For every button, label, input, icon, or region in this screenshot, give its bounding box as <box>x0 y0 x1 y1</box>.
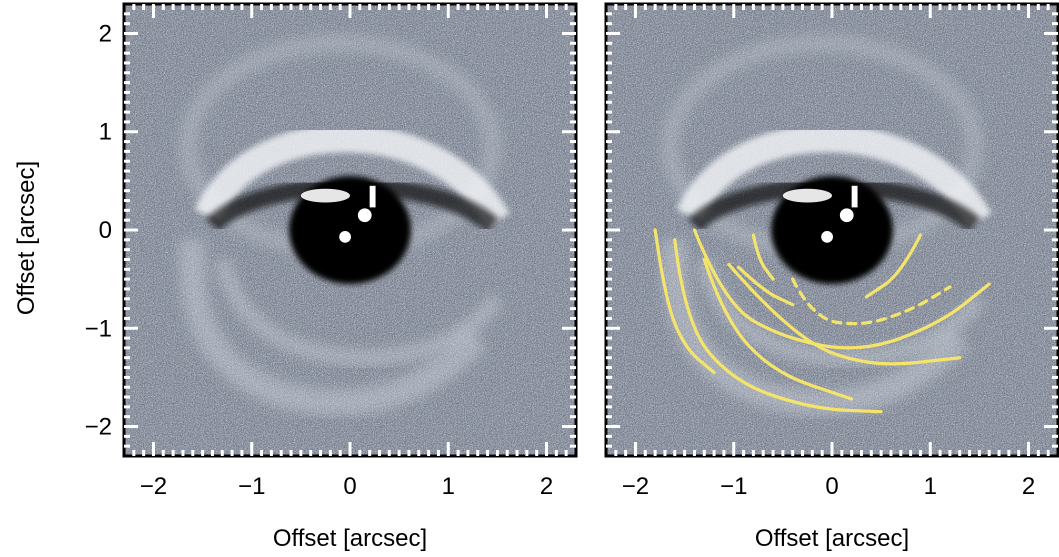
bright-knot-c <box>840 208 854 222</box>
bright-knot-d <box>339 231 351 243</box>
x-tick-label: −1 <box>720 473 747 500</box>
x-tick-label: 2 <box>540 473 553 500</box>
x-tick-label: 0 <box>825 473 838 500</box>
y-tick-label: −1 <box>85 315 112 342</box>
x-axis-label: Offset [arcsec] <box>755 525 909 552</box>
bright-knot-a <box>301 189 350 203</box>
y-tick-label: 0 <box>99 217 112 244</box>
x-tick-label: −2 <box>140 473 167 500</box>
image-area <box>124 4 576 456</box>
y-tick-label: −2 <box>85 414 112 441</box>
bright-knot-c <box>358 208 372 222</box>
bright-knot-d <box>821 231 833 243</box>
x-tick-label: −1 <box>238 473 265 500</box>
image-area <box>606 4 1058 456</box>
x-tick-label: 2 <box>1022 473 1035 500</box>
x-axis-label: Offset [arcsec] <box>273 525 427 552</box>
bright-knot-a <box>783 189 832 203</box>
x-tick-label: −2 <box>622 473 649 500</box>
y-axis-label: Offset [arcsec] <box>13 161 40 315</box>
y-tick-label: 1 <box>99 119 112 146</box>
bright-knot-b <box>852 186 858 208</box>
panel-left: −2 −1 0 1 2 −2 −1 0 1 2 Offset [arcsec] Offset [arc… <box>13 4 576 552</box>
y-tick-label: 2 <box>99 20 112 47</box>
bright-knot-b <box>370 186 376 208</box>
x-tick-label: 1 <box>924 473 937 500</box>
x-tick-label: 0 <box>343 473 356 500</box>
x-tick-label: 1 <box>442 473 455 500</box>
panel-right: −2 −1 0 1 2 Offset [arcsec] <box>606 4 1058 552</box>
